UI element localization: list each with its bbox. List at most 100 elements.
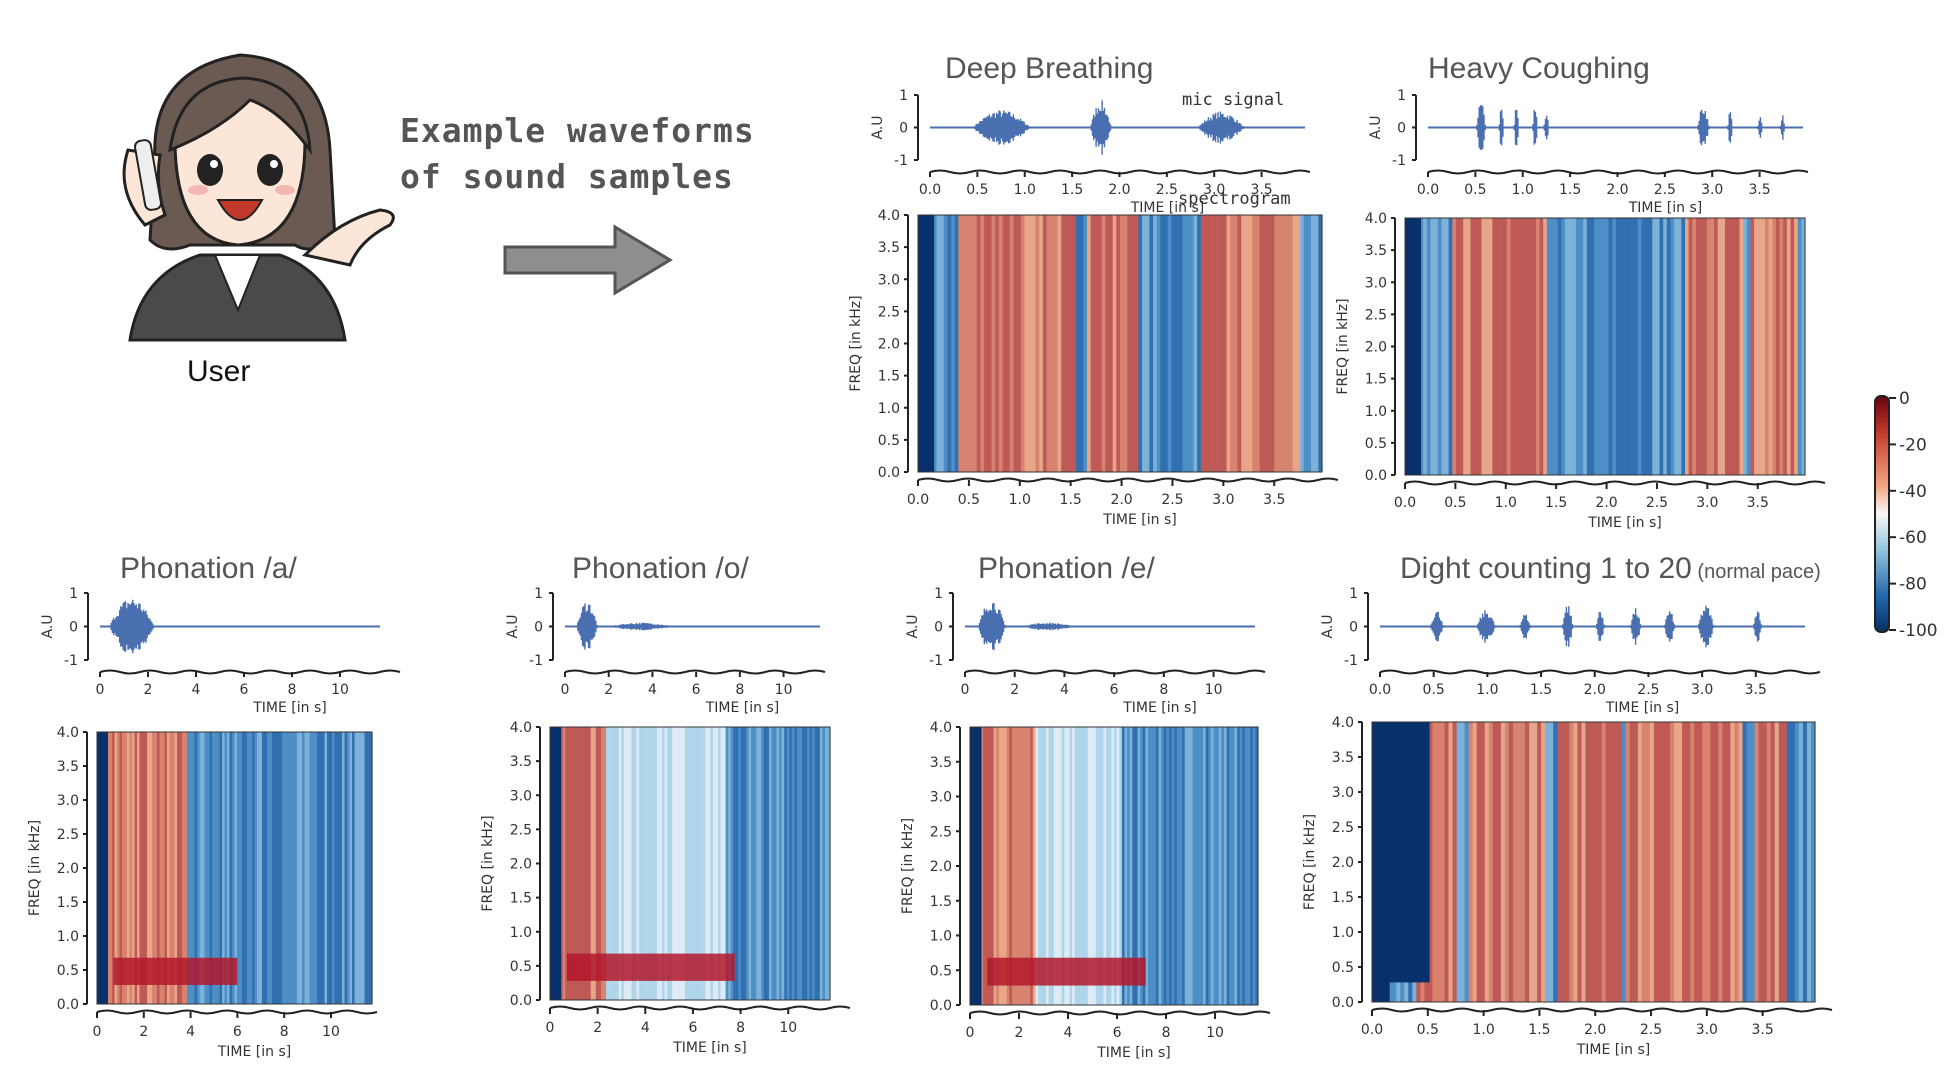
spec-column <box>292 732 296 1004</box>
wave-bursts <box>110 599 154 654</box>
wave-ylabel: A.U <box>1320 614 1336 638</box>
spec-column <box>1428 722 1433 1002</box>
spec-column <box>1149 215 1154 472</box>
spec-column <box>677 727 681 1000</box>
spec-column <box>162 732 166 1004</box>
spec-column <box>697 727 701 1000</box>
wave-xtick-label: 0 <box>961 682 970 698</box>
spec-column <box>1585 722 1590 1002</box>
spec-column <box>1145 727 1149 1005</box>
wave-ytick-label: 1 <box>934 586 943 602</box>
spec-ytick-label: 2.0 <box>878 337 900 353</box>
spec-column <box>1134 215 1139 472</box>
spec-column <box>1095 727 1099 1005</box>
spec-column <box>1255 727 1259 1005</box>
spec-column <box>1448 722 1454 1002</box>
spec-column <box>756 727 760 1000</box>
spec-column <box>1174 727 1178 1005</box>
spec-ytick-label: 2.0 <box>930 859 952 875</box>
spec-column <box>822 727 826 1000</box>
spec-column <box>1694 722 1699 1002</box>
spec-column <box>641 727 645 1000</box>
spec-column <box>287 732 291 1004</box>
spec-column <box>1266 215 1272 472</box>
spec-column <box>164 732 168 1004</box>
spec-column <box>1009 727 1013 1005</box>
spec-column <box>1419 218 1424 475</box>
spec-column <box>827 727 831 1000</box>
spec-column <box>202 732 206 1004</box>
spec-column <box>1750 218 1755 475</box>
spec-column <box>1415 218 1421 475</box>
spec-column <box>804 727 808 1000</box>
spec-column <box>1783 218 1788 475</box>
spec-column <box>654 727 658 1000</box>
wave-xtick-label: 2.5 <box>1637 682 1659 698</box>
spec-column <box>342 732 346 1004</box>
spec-column <box>1561 218 1566 475</box>
wave-xtick-label: 0.5 <box>1464 182 1486 198</box>
spec-column <box>157 732 161 1004</box>
spec-column <box>1108 727 1112 1005</box>
wave-xtick-label: 3.0 <box>1691 682 1713 698</box>
wave-xtick-label: 4 <box>648 682 657 698</box>
spec-column <box>1641 722 1647 1002</box>
spec-column <box>229 732 233 1004</box>
spec-column <box>1064 215 1070 472</box>
spec-column <box>1637 722 1643 1002</box>
wave-xtick-label: 2.5 <box>1156 182 1178 198</box>
spec-column <box>1112 215 1117 472</box>
spec-column <box>1811 722 1816 1002</box>
spec-column <box>222 732 226 1004</box>
wave-xaxis <box>1379 669 1821 675</box>
spec-column <box>1229 727 1233 1005</box>
spec-column <box>1242 727 1246 1005</box>
spec-xaxis <box>1371 1007 1833 1013</box>
wave-xtick-label: 1.5 <box>1559 182 1581 198</box>
spec-column <box>781 727 785 1000</box>
spec-column <box>1623 218 1628 475</box>
spec-column <box>1500 722 1506 1002</box>
spec-column <box>1077 727 1081 1005</box>
spec-column <box>1024 215 1029 472</box>
wave-xtick-label: 0 <box>96 682 105 698</box>
spec-ytick-label: 2.5 <box>57 827 79 843</box>
wave-xtick-label: 3.5 <box>1748 182 1770 198</box>
spec-column <box>1666 218 1671 475</box>
spec-column <box>149 732 153 1004</box>
spec-xtick-label: 3.5 <box>1263 492 1285 508</box>
spec-column <box>690 727 694 1000</box>
wave-burst <box>1513 109 1519 146</box>
spec-column <box>715 727 719 1000</box>
spec-column <box>1648 218 1653 475</box>
spec-column <box>1193 215 1198 472</box>
wave-ytick-label: -1 <box>529 653 543 669</box>
spec-column <box>1259 215 1264 472</box>
spec-column <box>718 727 722 1000</box>
spec-column <box>702 727 706 1000</box>
wave-xtick-label: 0.0 <box>1369 682 1391 698</box>
spec-column <box>217 732 221 1004</box>
spec-column <box>1197 727 1201 1005</box>
spec-column <box>1802 722 1808 1002</box>
spec-column <box>552 727 556 1000</box>
spec-column <box>1579 218 1584 475</box>
wave-xtick-label: 2.0 <box>1108 182 1130 198</box>
user-illustration <box>110 40 400 360</box>
spec-column <box>1090 215 1095 472</box>
spec-xtick-label: 4 <box>1064 1025 1073 1041</box>
spec-column <box>1296 215 1301 472</box>
spec-column <box>1761 218 1766 475</box>
spec-column <box>628 727 632 1000</box>
spec-column <box>1219 215 1224 472</box>
spec-column <box>1663 218 1668 475</box>
spec-column <box>972 727 976 1005</box>
spec-column <box>1085 727 1089 1005</box>
spec-ytick-label: 2.5 <box>1365 307 1387 323</box>
spec-column <box>1743 218 1748 475</box>
spec-ytick-label: 3.5 <box>1365 243 1387 259</box>
spec-column <box>1521 218 1526 475</box>
spec-column <box>1244 727 1249 1005</box>
spec-column <box>182 732 186 1004</box>
wave-ytick-label: 1 <box>534 586 543 602</box>
